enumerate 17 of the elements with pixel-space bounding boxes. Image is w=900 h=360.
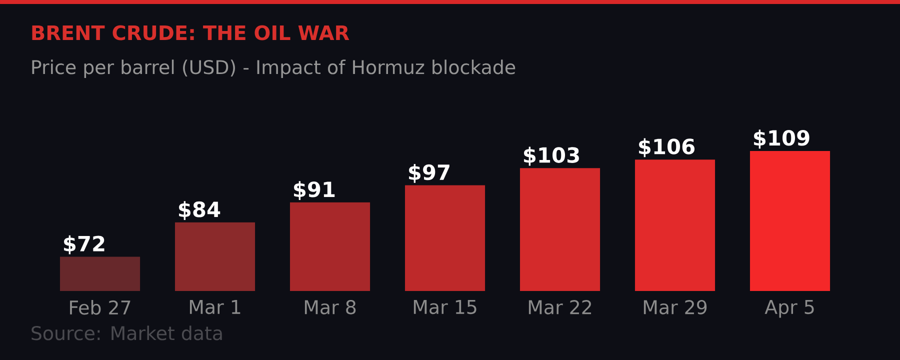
x-tick-label: Mar 29	[644, 300, 707, 314]
x-tick-label: Apr 5	[764, 300, 814, 318]
data-label: $109	[754, 130, 810, 149]
source-note: Source: Market data	[32, 326, 222, 340]
data-label: $72	[64, 235, 104, 254]
x-tick-label: Mar 1	[190, 300, 240, 314]
x-tick-label: Mar 8	[304, 300, 356, 314]
data-label: $97	[409, 164, 450, 183]
chart-title: BRENT CRUDE: THE OIL WAR	[32, 25, 350, 40]
chart-subtitle: Price per barrel (USD) - Impact of Hormuz blockade	[32, 60, 516, 78]
data-label: $106	[639, 138, 695, 158]
x-tick-label: Mar 22	[528, 300, 592, 314]
data-label: $91	[294, 181, 335, 200]
x-tick-label: Feb 27	[70, 300, 130, 315]
data-label: $103	[524, 146, 579, 166]
data-label: $84	[179, 201, 220, 220]
x-tick-label: Mar 15	[414, 300, 476, 314]
